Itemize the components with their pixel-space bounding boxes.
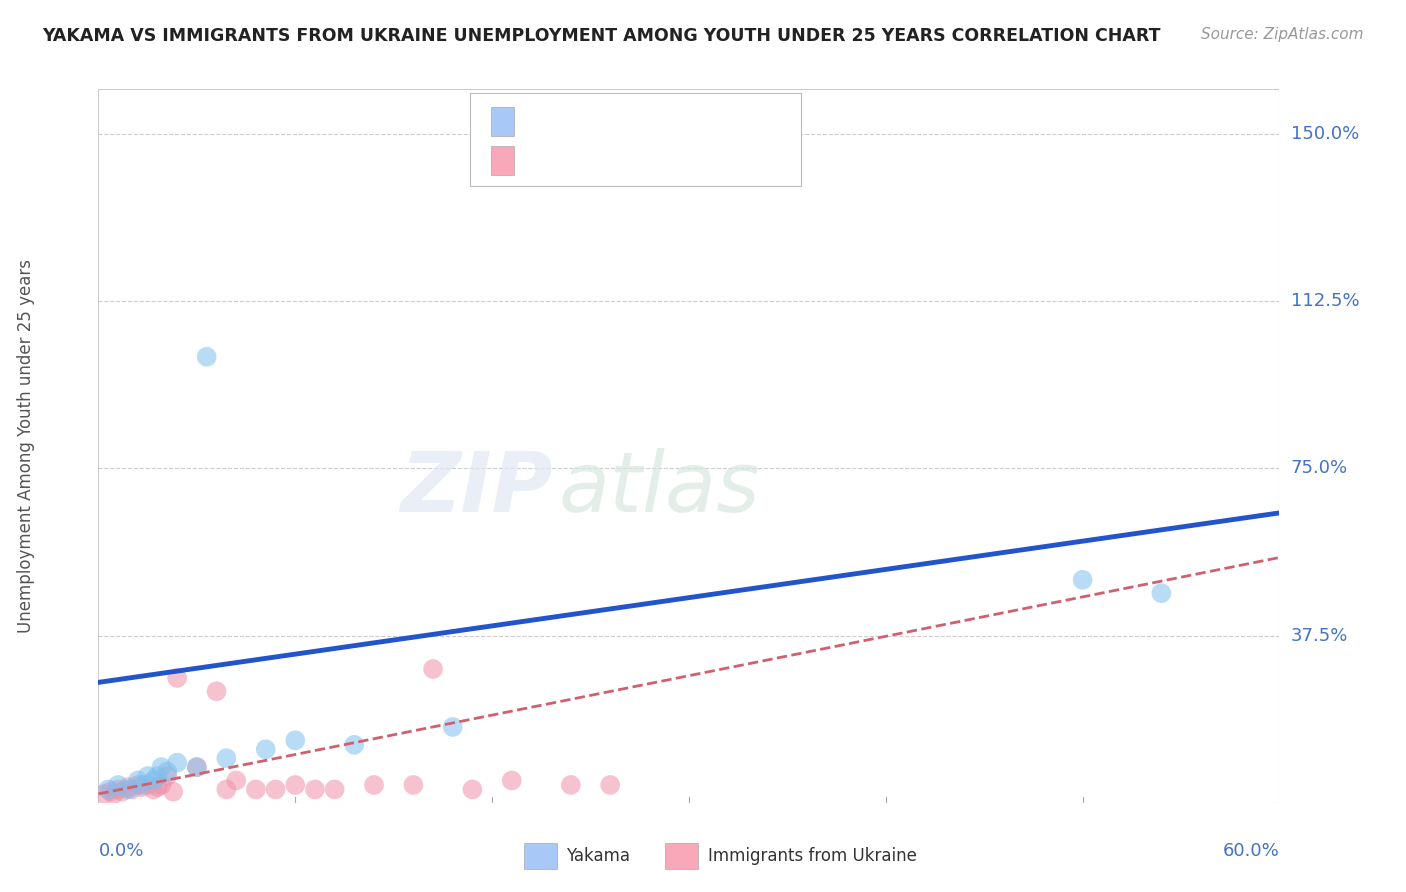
Point [264, 782, 287, 797]
Text: 0.270: 0.270 [567, 112, 636, 130]
Point [195, 350, 218, 364]
Point [254, 742, 277, 756]
Point [501, 773, 523, 788]
Point [441, 720, 464, 734]
Point [284, 778, 307, 792]
Point [1150, 586, 1173, 600]
Point [97, 782, 120, 797]
Point [304, 782, 326, 797]
Text: 0.315: 0.315 [567, 152, 636, 169]
Text: 75.0%: 75.0% [1291, 459, 1348, 477]
FancyBboxPatch shape [665, 844, 699, 869]
Point [127, 778, 149, 792]
Point [121, 782, 143, 797]
Text: Immigrants from Ukraine: Immigrants from Ukraine [707, 847, 917, 865]
Point [599, 778, 621, 792]
Point [156, 764, 179, 779]
FancyBboxPatch shape [471, 93, 801, 186]
Text: Unemployment Among Youth under 25 years: Unemployment Among Youth under 25 years [17, 259, 35, 633]
Point [1071, 573, 1094, 587]
Point [98, 785, 121, 799]
Point [186, 760, 208, 774]
Point [127, 773, 149, 788]
Point [131, 780, 153, 794]
Point [245, 782, 267, 797]
Point [162, 785, 184, 799]
Point [461, 782, 484, 797]
Point [93, 787, 115, 801]
Point [402, 778, 425, 792]
Point [284, 733, 307, 747]
Point [215, 782, 238, 797]
Point [225, 773, 247, 788]
Point [142, 773, 165, 788]
Point [136, 778, 159, 792]
Point [150, 778, 173, 792]
Point [103, 787, 125, 801]
Point [205, 684, 228, 698]
Point [363, 778, 385, 792]
Point [343, 738, 366, 752]
Point [111, 785, 134, 799]
Point [146, 769, 169, 783]
Point [117, 782, 139, 797]
Text: R =: R = [546, 112, 578, 130]
Point [186, 760, 208, 774]
Text: Source: ZipAtlas.com: Source: ZipAtlas.com [1201, 27, 1364, 42]
Text: 20: 20 [686, 112, 724, 130]
Point [117, 780, 139, 794]
Text: 0.0%: 0.0% [98, 842, 143, 860]
FancyBboxPatch shape [523, 844, 557, 869]
Point [156, 769, 179, 783]
Text: 60.0%: 60.0% [1223, 842, 1279, 860]
Point [107, 778, 129, 792]
Text: atlas: atlas [560, 449, 761, 529]
Text: 112.5%: 112.5% [1291, 292, 1360, 310]
Point [146, 780, 169, 794]
Text: YAKAMA VS IMMIGRANTS FROM UKRAINE UNEMPLOYMENT AMONG YOUTH UNDER 25 YEARS CORREL: YAKAMA VS IMMIGRANTS FROM UKRAINE UNEMPL… [42, 27, 1161, 45]
Text: Yakama: Yakama [567, 847, 630, 865]
Point [136, 769, 159, 783]
FancyBboxPatch shape [491, 146, 513, 175]
Point [422, 662, 444, 676]
Text: N =: N = [648, 152, 693, 169]
Point [560, 778, 582, 792]
Point [142, 782, 165, 797]
Point [215, 751, 238, 765]
Text: ZIP: ZIP [401, 449, 553, 529]
Text: 32: 32 [686, 152, 724, 169]
Point [166, 671, 188, 685]
Text: R =: R = [546, 152, 578, 169]
Text: N =: N = [648, 112, 693, 130]
Text: 150.0%: 150.0% [1291, 125, 1358, 143]
Point [150, 760, 173, 774]
Text: 37.5%: 37.5% [1291, 626, 1348, 645]
Point [131, 778, 153, 792]
FancyBboxPatch shape [491, 107, 513, 136]
Point [166, 756, 188, 770]
Point [323, 782, 346, 797]
Point [107, 782, 129, 797]
